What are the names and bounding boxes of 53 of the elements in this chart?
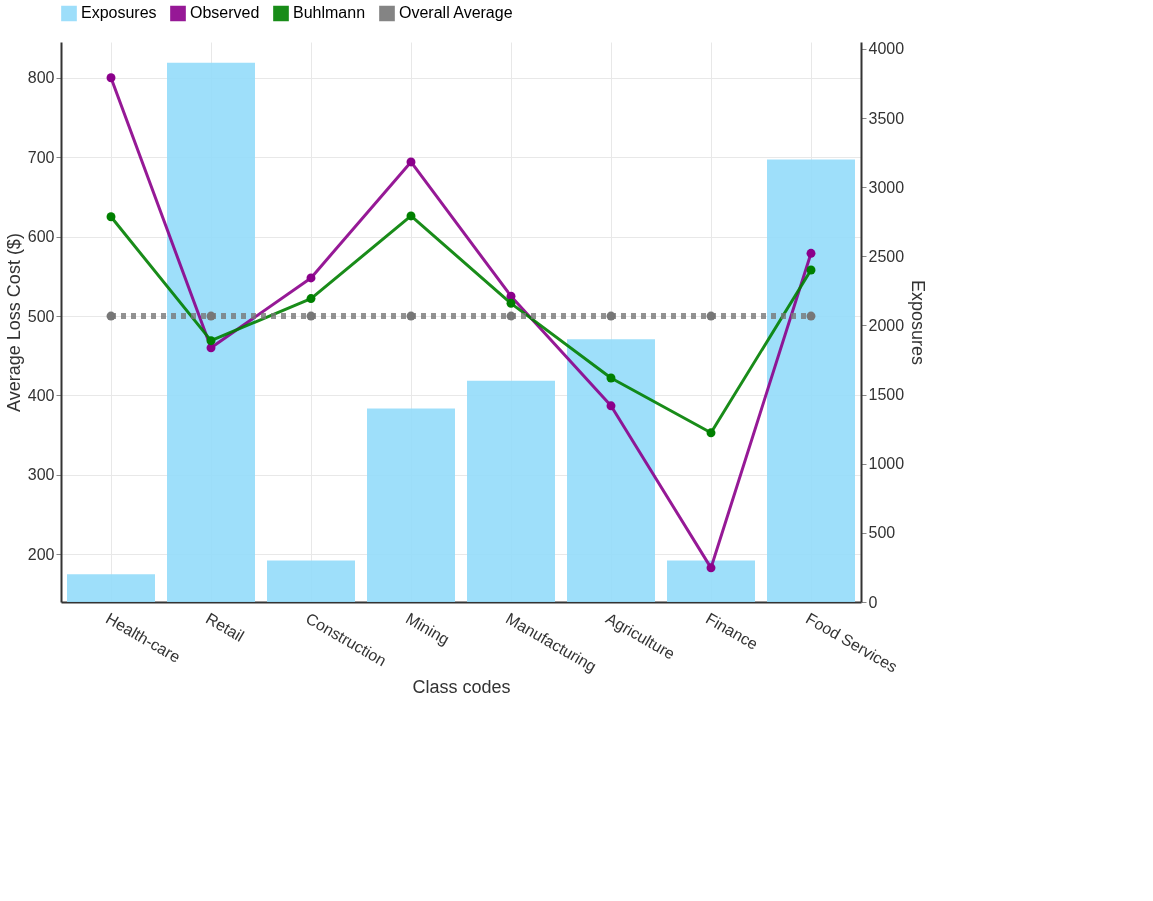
y-tick-label: 800: [27, 69, 55, 87]
bar: [667, 560, 755, 602]
bar: [267, 560, 355, 602]
point: [506, 311, 516, 321]
point: [806, 265, 816, 275]
point: [606, 311, 616, 321]
y2-tick-label: 4000: [868, 40, 905, 58]
x-axis-title: Class codes: [412, 677, 511, 698]
legend-label: Exposures: [81, 4, 157, 22]
y2-tick-label: 3500: [868, 109, 905, 127]
y2-tick-label: 1500: [868, 386, 905, 404]
bar: [167, 62, 255, 602]
y-tick-label: 500: [27, 307, 55, 325]
point: [106, 311, 116, 321]
y2-axis-title: Exposures: [908, 279, 929, 366]
y-tick-label: 700: [27, 148, 55, 166]
bar: [367, 408, 455, 602]
point: [606, 373, 616, 383]
point: [806, 248, 816, 258]
y-tick-label: 400: [27, 386, 55, 404]
point: [406, 311, 416, 321]
point: [106, 212, 116, 222]
point: [206, 311, 216, 321]
y-tick-label: 300: [27, 466, 55, 484]
bar: [567, 339, 655, 602]
point: [506, 298, 516, 308]
bar: [467, 380, 555, 602]
point: [106, 73, 116, 83]
bar: [767, 159, 855, 602]
point: [706, 563, 716, 573]
y-tick-label: 600: [27, 228, 55, 246]
point: [706, 311, 716, 321]
point: [206, 336, 216, 346]
y2-tick-label: 3000: [868, 178, 905, 196]
point: [306, 311, 316, 321]
point: [306, 294, 316, 304]
y-tick-label: 200: [27, 545, 55, 563]
bar: [67, 574, 155, 602]
legend-label: Overall Average: [399, 4, 513, 22]
y2-tick-label: 0: [868, 593, 878, 611]
point: [706, 428, 716, 438]
point: [606, 401, 616, 411]
y-axis-title: Average Loss Cost ($): [3, 233, 24, 412]
y2-tick-label: 2500: [868, 247, 905, 265]
legend-label: Buhlmann: [293, 4, 366, 22]
y2-tick-label: 1000: [868, 455, 905, 473]
point: [406, 211, 416, 221]
point: [306, 273, 316, 283]
point: [406, 157, 416, 167]
y2-tick-label: 500: [868, 524, 896, 542]
y2-tick-label: 2000: [868, 316, 905, 334]
legend-label: Observed: [190, 4, 260, 22]
point: [806, 311, 816, 321]
